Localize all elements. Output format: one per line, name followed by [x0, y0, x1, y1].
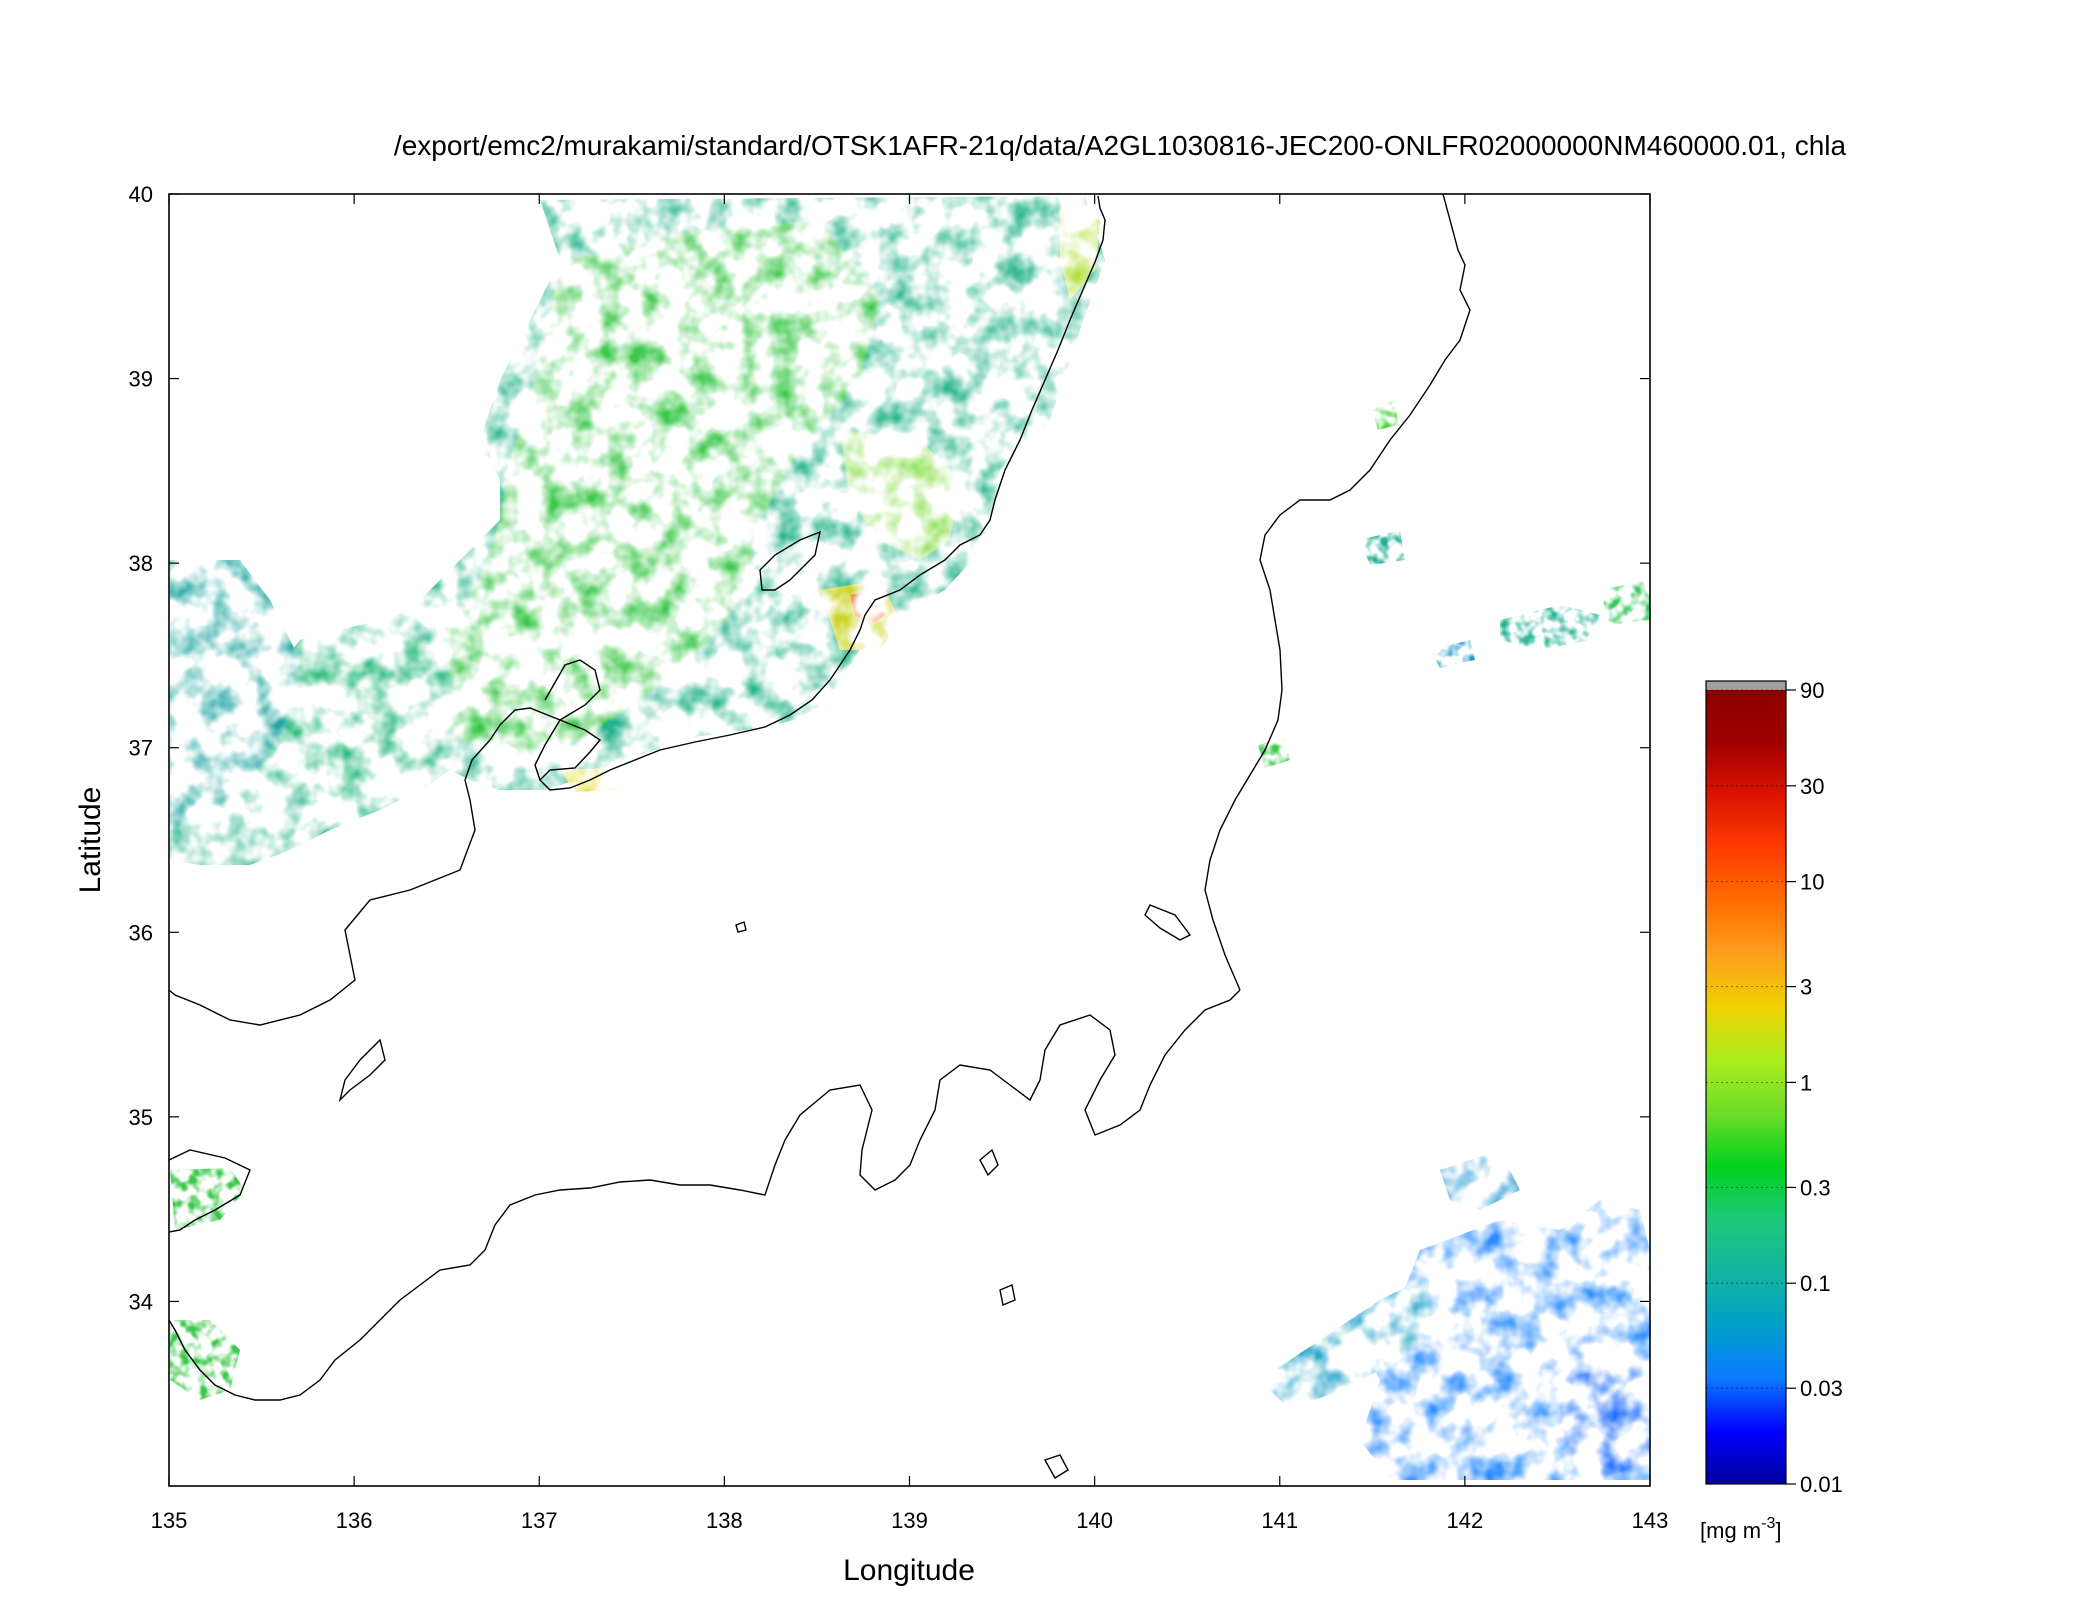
lon-tick-label: 143	[1632, 1508, 1669, 1533]
y-axis-label: Latitude	[74, 787, 107, 894]
kasumigaura	[1144, 904, 1192, 941]
small-island-se	[1043, 1454, 1069, 1479]
okinoshima	[735, 921, 747, 933]
lon-tick-label: 139	[891, 1508, 928, 1533]
lat-tick-label: 38	[129, 551, 153, 576]
colorbar-unit: [mg m-3]	[1700, 1515, 1781, 1543]
chlorophyll-field	[170, 196, 1650, 1480]
colorbar-overflow-cap	[1706, 681, 1786, 690]
latitude-ticks: 34 35 36 37 38 39 40	[129, 182, 1650, 1314]
lon-tick-label: 137	[521, 1508, 558, 1533]
honshu-coast-north	[169, 195, 1106, 1026]
noto-peninsula	[534, 659, 601, 781]
figure-title: /export/emc2/murakami/standard/OTSK1AFR-…	[394, 130, 1847, 161]
west-coast-chla	[170, 1168, 245, 1400]
lat-tick-label: 34	[129, 1289, 153, 1314]
lon-tick-label: 135	[151, 1508, 188, 1533]
lat-tick-label: 39	[129, 367, 153, 392]
x-axis-label: Longitude	[843, 1554, 975, 1587]
map-panel: 135 136 137 138 139 140 141 142 143 34 35 36 37 38 39…	[129, 182, 1669, 1533]
colorbar-tick-label: 30	[1800, 774, 1824, 799]
lat-tick-label: 40	[129, 182, 153, 207]
colorbar-gradient	[1706, 690, 1786, 1484]
colorbar-ticks: 90 30 10 3 1 0.3 0.1 0.03 0.01	[1706, 678, 1843, 1497]
colorbar-tick-label: 0.3	[1800, 1175, 1831, 1200]
pacific-se-chla	[1260, 1150, 1650, 1480]
longitude-ticks: 135 136 137 138 139 140 141 142 143	[151, 194, 1669, 1533]
colorbar-tick-label: 90	[1800, 678, 1824, 703]
lat-tick-label: 35	[129, 1105, 153, 1130]
lake-biwa	[338, 1038, 386, 1103]
lat-tick-label: 37	[129, 736, 153, 761]
hachijo-island	[999, 1284, 1016, 1306]
colorbar-tick-label: 0.01	[1800, 1472, 1843, 1497]
colorbar-tick-label: 0.1	[1800, 1271, 1831, 1296]
lat-tick-label: 36	[129, 920, 153, 945]
coastlines	[169, 194, 1471, 1479]
colorbar-tick-label: 3	[1800, 975, 1812, 1000]
pacific-ne-chla	[1258, 400, 1650, 768]
sado-island	[759, 530, 821, 591]
colorbar-tick-label: 0.03	[1800, 1376, 1843, 1401]
honshu-coast-east	[1204, 194, 1471, 991]
lon-tick-label: 138	[706, 1508, 743, 1533]
sea-of-japan-chla	[170, 196, 1105, 865]
boso-peninsula	[169, 989, 1241, 1401]
shikoku-coast	[169, 1149, 251, 1233]
lon-tick-label: 142	[1447, 1508, 1484, 1533]
colorbar: 90 30 10 3 1 0.3 0.1 0.03 0.01 [mg m-3]	[1700, 678, 1843, 1543]
lon-tick-label: 140	[1076, 1508, 1113, 1533]
colorbar-tick-label: 1	[1800, 1070, 1812, 1095]
lon-tick-label: 136	[336, 1508, 373, 1533]
izu-oshima	[979, 1148, 999, 1177]
lon-tick-label: 141	[1261, 1508, 1298, 1533]
colorbar-tick-label: 10	[1800, 870, 1824, 895]
